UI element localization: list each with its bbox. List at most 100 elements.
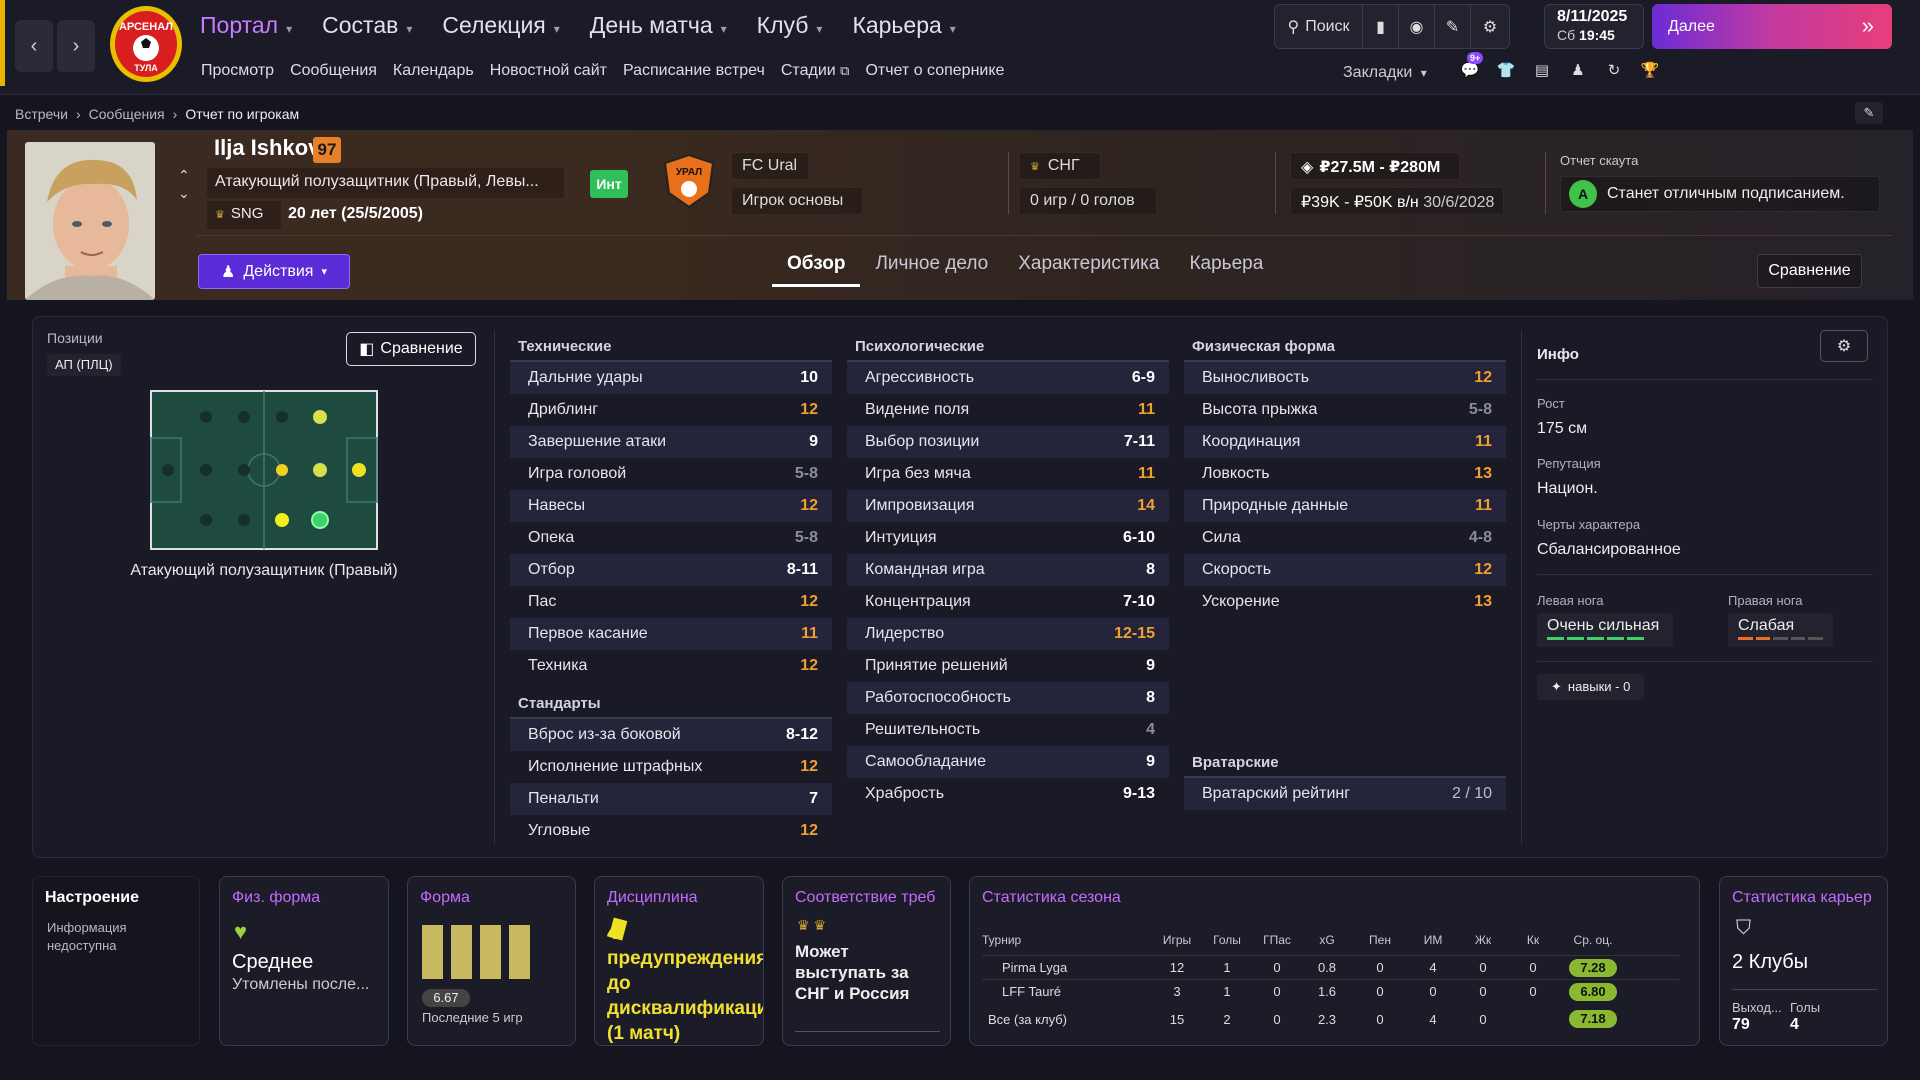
forward-button[interactable]: › [57, 20, 95, 72]
column-header[interactable]: Игры [1162, 933, 1192, 947]
technical-attribute-row[interactable]: Первое касание 11 [510, 618, 832, 650]
column-header[interactable]: Голы [1213, 933, 1241, 947]
bookmarks-dropdown[interactable]: Закладки ▾ [1343, 64, 1427, 81]
league-box[interactable]: ♛ СНГ [1019, 152, 1101, 180]
setpiece-attribute-row[interactable]: Вброс из-за боковой 8-12 [510, 719, 832, 751]
actions-button[interactable]: ♟ Действия ▾ [198, 254, 350, 289]
technical-attribute-row[interactable]: Отбор 8-11 [510, 554, 832, 586]
technical-attribute-row[interactable]: Навесы 12 [510, 490, 832, 522]
career-stats-card[interactable]: Статистика карьер ⛉ 2 Клубы Выход... Гол… [1719, 876, 1888, 1046]
shirt-icon[interactable]: 👕 [1496, 62, 1516, 79]
technical-attribute-row[interactable]: Техника 12 [510, 650, 832, 682]
submenu-opposition-report[interactable]: Отчет о сопернике [865, 62, 1005, 79]
column-header[interactable]: ИМ [1423, 933, 1443, 947]
mental-attribute-row[interactable]: Агрессивность 6-9 [847, 362, 1169, 394]
edit-page-button[interactable]: ✎ [1855, 102, 1883, 124]
chat-icon[interactable]: 💬 9+ [1458, 52, 1484, 82]
mental-attribute-row[interactable]: Концентрация 7-10 [847, 586, 1169, 618]
edit-button[interactable]: ✎ [1435, 5, 1471, 48]
setpiece-attribute-row[interactable]: Угловые 12 [510, 815, 832, 847]
physical-attribute-row[interactable]: Координация 11 [1184, 426, 1506, 458]
form-card[interactable]: Форма 6.67 Последние 5 игр [407, 876, 576, 1046]
technical-attribute-row[interactable]: Пас 12 [510, 586, 832, 618]
position-compare-button[interactable]: ◧ Сравнение [346, 332, 476, 366]
mental-attribute-row[interactable]: Принятие решений 9 [847, 650, 1169, 682]
technical-attribute-row[interactable]: Завершение атаки 9 [510, 426, 832, 458]
submenu-stages[interactable]: Стадии ⧉ [780, 62, 850, 79]
back-button[interactable]: ‹ [15, 20, 53, 72]
mental-attribute-row[interactable]: Командная игра 8 [847, 554, 1169, 586]
mental-attribute-row[interactable]: Решительность 4 [847, 714, 1169, 746]
club-name[interactable]: FC Ural [731, 152, 809, 180]
bookmark-button[interactable]: ▮ [1363, 5, 1399, 48]
physical-attribute-row[interactable]: Скорость 12 [1184, 554, 1506, 586]
mental-attribute-row[interactable]: Импровизация 14 [847, 490, 1169, 522]
submenu-calendar[interactable]: Календарь [392, 62, 474, 79]
mental-attribute-row[interactable]: Лидерство 12-15 [847, 618, 1169, 650]
column-header[interactable]: Жк [1474, 933, 1492, 947]
technical-attribute-row[interactable]: Опека 5-8 [510, 522, 832, 554]
menu-scouting[interactable]: Селекция ▾ [442, 12, 560, 38]
scout-report[interactable]: A Станет отличным подписанием. [1560, 176, 1880, 212]
mental-attribute-row[interactable]: Игра без мяча 11 [847, 458, 1169, 490]
tab-career[interactable]: Карьера [1189, 253, 1264, 274]
clipboard-icon[interactable]: ▤ [1534, 62, 1550, 79]
club-logo[interactable]: АРСЕНАЛ ТУЛА [108, 4, 184, 84]
date-display[interactable]: 8/11/2025 Сб 19:45 [1544, 4, 1644, 49]
table-row[interactable]: Все (за клуб) 15 2 0 2.3 0 4 0 7.18 [982, 1007, 1679, 1031]
fitness-card[interactable]: Физ. форма ♥ Среднее Утомлены после... [219, 876, 389, 1046]
submenu-inbox[interactable]: Сообщения [290, 62, 377, 79]
technical-attribute-row[interactable]: Дриблинг 12 [510, 394, 832, 426]
technical-attribute-row[interactable]: Игра головой 5-8 [510, 458, 832, 490]
setpiece-attribute-row[interactable]: Исполнение штрафных 12 [510, 751, 832, 783]
column-header[interactable]: xG [1319, 933, 1335, 947]
goalkeeping-attribute-row[interactable]: Вратарский рейтинг 2 / 10 [1184, 778, 1506, 810]
submenu-news[interactable]: Новостной сайт [489, 62, 607, 79]
column-header[interactable]: Пен [1369, 933, 1391, 947]
column-header[interactable]: ГПас [1263, 933, 1291, 947]
staff-icon[interactable]: ♟ [1571, 62, 1585, 79]
mental-attribute-row[interactable]: Интуиция 6-10 [847, 522, 1169, 554]
settings-button[interactable]: ⚙ [1471, 5, 1509, 48]
club-crest[interactable]: УРАЛ [663, 153, 715, 209]
physical-attribute-row[interactable]: Природные данные 11 [1184, 490, 1506, 522]
season-stats-card[interactable]: Статистика сезона Турнир Игры Голы ГПас xG Пе… [969, 876, 1700, 1046]
menu-squad[interactable]: Состав ▾ [322, 12, 413, 38]
setpiece-attribute-row[interactable]: Пенальти 7 [510, 783, 832, 815]
table-row[interactable]: Pirma Lyga 12 1 0 0.8 0 4 0 0 7.28 [982, 955, 1679, 979]
eligibility-card[interactable]: Соответствие треб ♛ ♛ Может выступать за… [782, 876, 951, 1046]
trophy-icon[interactable]: 🏆 [1640, 62, 1660, 79]
tab-overview[interactable]: Обзор [772, 253, 861, 287]
skills-button[interactable]: ✦ навыки - 0 [1537, 674, 1645, 700]
column-header[interactable]: Ср. оц. [1573, 933, 1613, 947]
physical-attribute-row[interactable]: Сила 4-8 [1184, 522, 1506, 554]
submenu-overview[interactable]: Просмотр [201, 62, 275, 79]
breadcrumb-inbox[interactable]: Сообщения [88, 106, 165, 122]
table-row[interactable]: LFF Tauré 3 1 0 1.6 0 0 0 0 6.80 [982, 979, 1679, 1003]
compare-button[interactable]: Сравнение [1757, 254, 1862, 288]
physical-attribute-row[interactable]: Ускорение 13 [1184, 586, 1506, 618]
menu-career[interactable]: Карьера ▾ [852, 12, 956, 38]
breadcrumb-meetings[interactable]: Встречи [15, 106, 68, 122]
player-switcher[interactable]: ⌃ ⌄ [178, 166, 190, 202]
mental-attribute-row[interactable]: Работоспособность 8 [847, 682, 1169, 714]
menu-portal[interactable]: Портал ▾ [200, 12, 293, 38]
menu-matchday[interactable]: День матча ▾ [589, 12, 727, 38]
search-button[interactable]: ⚲ Поиск [1275, 5, 1363, 48]
tab-attributes[interactable]: Характеристика [1018, 253, 1160, 274]
mood-card[interactable]: Настроение Информация недоступна [32, 876, 200, 1046]
nationality-box[interactable]: ♛ SNG [207, 201, 281, 229]
menu-club[interactable]: Клуб ▾ [756, 12, 823, 38]
submenu-schedule[interactable]: Расписание встреч [622, 62, 765, 79]
mental-attribute-row[interactable]: Самообладание 9 [847, 746, 1169, 778]
tab-personal[interactable]: Личное дело [875, 253, 989, 274]
column-header[interactable]: Турнир [982, 933, 1022, 947]
column-header[interactable]: Кк [1526, 933, 1540, 947]
discipline-card[interactable]: Дисциплина 4 предупреждения до дисквалифи… [594, 876, 764, 1046]
mental-attribute-row[interactable]: Выбор позиции 7-11 [847, 426, 1169, 458]
mental-attribute-row[interactable]: Видение поля 11 [847, 394, 1169, 426]
physical-attribute-row[interactable]: Высота прыжка 5-8 [1184, 394, 1506, 426]
info-settings-button[interactable]: ⚙ [1820, 330, 1868, 362]
physical-attribute-row[interactable]: Выносливость 12 [1184, 362, 1506, 394]
ball-button[interactable]: ◉ [1399, 5, 1435, 48]
